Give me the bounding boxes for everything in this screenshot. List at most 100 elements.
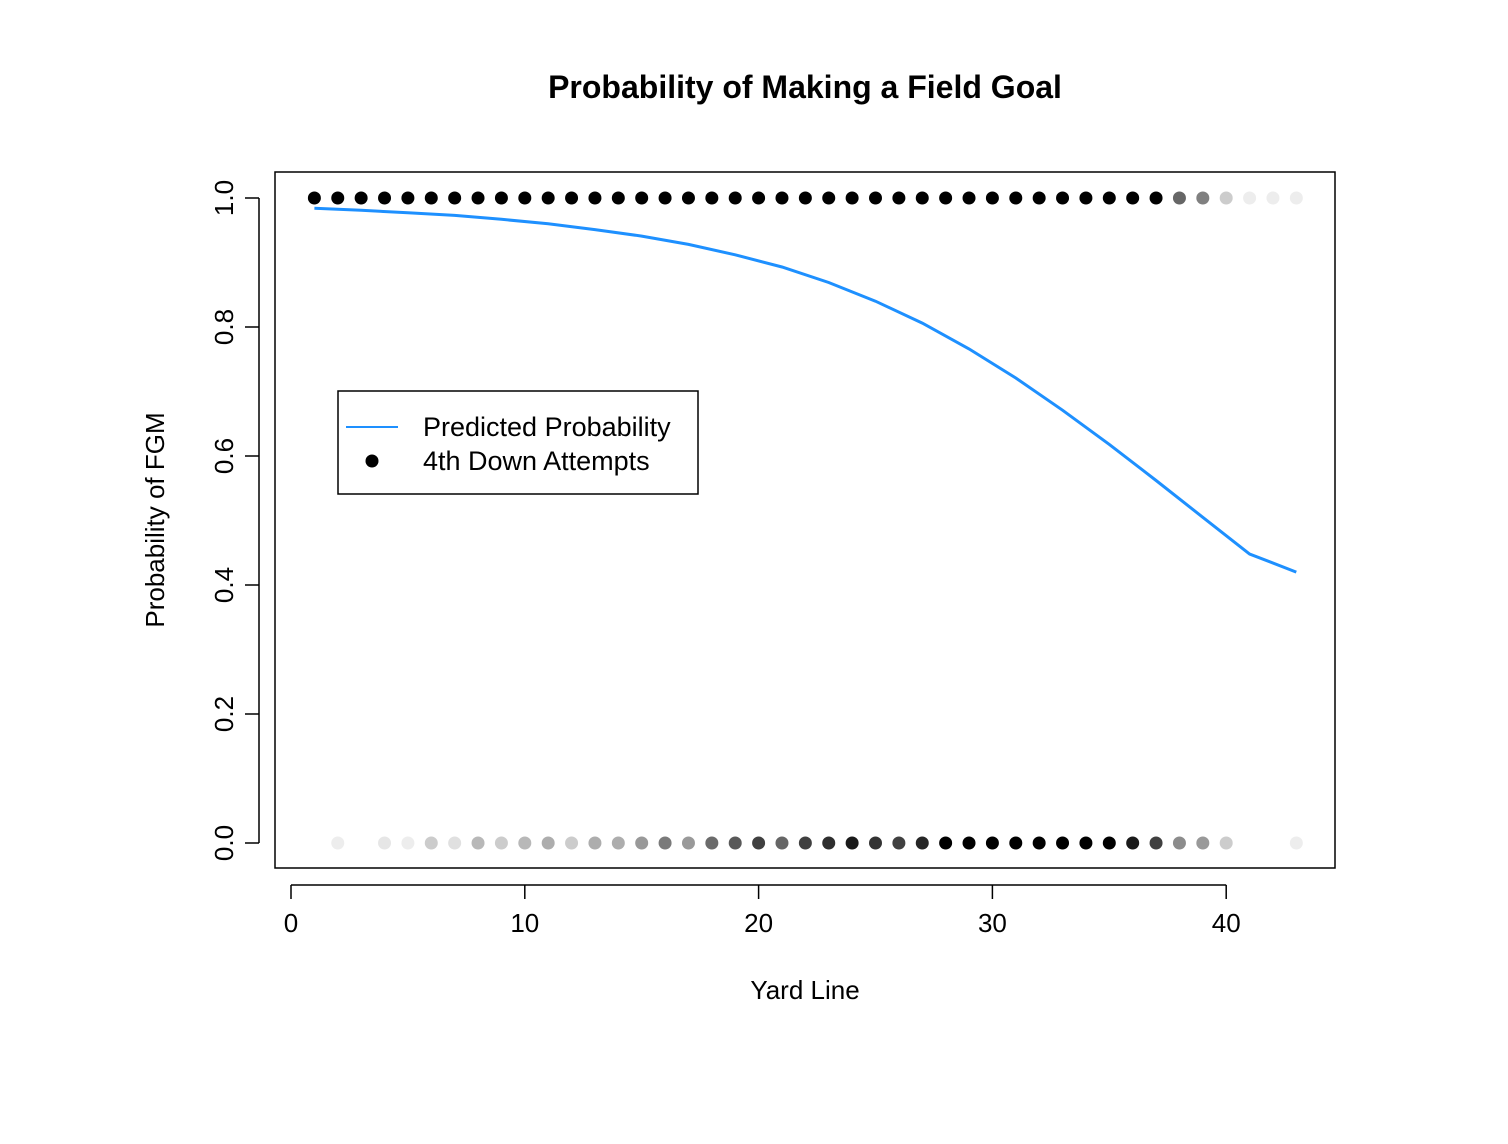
- y-tick-label: 1.0: [209, 180, 239, 216]
- x-axis: 0 10 20 30 40: [284, 884, 1241, 938]
- attempt-point: [1102, 191, 1116, 205]
- attempt-point: [588, 836, 602, 850]
- attempt-point: [1009, 191, 1023, 205]
- attempt-point: [1219, 191, 1233, 205]
- attempt-point: [401, 191, 415, 205]
- y-axis: 0.0 0.2 0.4 0.6 0.8 1.0: [209, 180, 260, 861]
- legend-box: [337, 390, 699, 495]
- attempt-point: [635, 836, 649, 850]
- attempt-point: [1149, 191, 1163, 205]
- attempt-point: [798, 191, 812, 205]
- attempt-point: [1149, 836, 1163, 850]
- attempt-point: [635, 191, 649, 205]
- y-axis-label: Probability of FGM: [140, 412, 170, 627]
- attempt-point: [1102, 836, 1116, 850]
- attempt-point: [939, 836, 953, 850]
- attempt-point: [939, 191, 953, 205]
- attempt-point: [1243, 191, 1257, 205]
- attempt-point: [401, 836, 415, 850]
- attempt-point: [869, 836, 882, 850]
- attempt-point: [518, 191, 532, 205]
- attempt-point: [1009, 836, 1023, 850]
- attempt-point: [658, 191, 672, 205]
- attempt-point: [1172, 191, 1186, 205]
- attempt-point: [681, 191, 695, 205]
- attempt-point: [378, 191, 392, 205]
- plot-frame: [274, 171, 1336, 869]
- legend-point-swatch: [365, 454, 379, 468]
- attempt-point: [1196, 836, 1210, 850]
- attempt-point: [1289, 191, 1303, 205]
- x-tick-label: 20: [744, 908, 773, 938]
- attempt-point: [1266, 191, 1280, 205]
- attempt-point: [962, 836, 976, 850]
- attempt-point: [985, 836, 999, 850]
- attempt-point: [611, 191, 625, 205]
- attempt-point: [705, 191, 719, 205]
- attempt-point: [1079, 836, 1093, 850]
- legend: Predicted Probability 4th Down Attempts: [337, 390, 699, 495]
- predicted-probability-line: [314, 206, 1297, 574]
- attempt-point: [822, 836, 836, 850]
- attempt-point: [845, 191, 859, 205]
- attempt-point: [775, 191, 789, 205]
- points-layer: [307, 191, 1303, 850]
- legend-label-attempts: 4th Down Attempts: [423, 446, 650, 476]
- attempt-point: [471, 191, 485, 205]
- attempt-point: [1196, 191, 1210, 205]
- attempt-point: [1289, 836, 1303, 850]
- attempt-point: [588, 191, 602, 205]
- attempt-point: [892, 836, 906, 850]
- attempt-point: [752, 191, 766, 205]
- attempt-point: [565, 191, 579, 205]
- attempt-point: [1172, 836, 1186, 850]
- line-layer: [314, 206, 1297, 574]
- attempt-point: [494, 836, 508, 850]
- attempt-point: [798, 836, 812, 850]
- attempt-point: [1126, 191, 1140, 205]
- attempt-point: [1056, 836, 1070, 850]
- attempt-point: [869, 191, 882, 205]
- attempt-point: [354, 191, 368, 205]
- attempt-point: [752, 836, 766, 850]
- x-tick-label: 0: [284, 908, 298, 938]
- y-tick-label: 0.6: [209, 438, 239, 474]
- attempt-point: [1219, 836, 1233, 850]
- attempt-point: [541, 836, 555, 850]
- attempt-point: [915, 836, 929, 850]
- attempt-point: [705, 836, 719, 850]
- attempt-point: [541, 191, 555, 205]
- attempt-point: [1056, 191, 1070, 205]
- attempt-point: [1079, 191, 1093, 205]
- attempt-point: [565, 836, 579, 850]
- attempt-point: [658, 836, 672, 850]
- attempt-point: [378, 836, 392, 850]
- attempt-point: [611, 836, 625, 850]
- attempt-point: [892, 191, 906, 205]
- attempt-point: [331, 836, 345, 850]
- attempt-point: [448, 836, 462, 850]
- attempt-point: [915, 191, 929, 205]
- x-tick-label: 10: [510, 908, 539, 938]
- attempt-point: [962, 191, 976, 205]
- attempt-point: [985, 191, 999, 205]
- y-tick-label: 0.0: [209, 825, 239, 861]
- attempt-point: [448, 191, 462, 205]
- y-tick-label: 0.2: [209, 696, 239, 732]
- attempt-point: [1032, 191, 1046, 205]
- attempt-point: [471, 836, 485, 850]
- attempt-point: [1126, 836, 1140, 850]
- attempt-point: [424, 836, 438, 850]
- attempt-point: [331, 191, 345, 205]
- y-tick-label: 0.8: [209, 309, 239, 345]
- attempt-point: [1032, 836, 1046, 850]
- x-tick-label: 30: [978, 908, 1007, 938]
- attempt-point: [681, 836, 695, 850]
- x-tick-label: 40: [1212, 908, 1241, 938]
- y-tick-label: 0.4: [209, 567, 239, 603]
- legend-label-predicted: Predicted Probability: [423, 412, 671, 442]
- attempt-point: [494, 191, 508, 205]
- attempt-point: [822, 191, 836, 205]
- attempt-point: [307, 191, 321, 205]
- attempt-point: [518, 836, 532, 850]
